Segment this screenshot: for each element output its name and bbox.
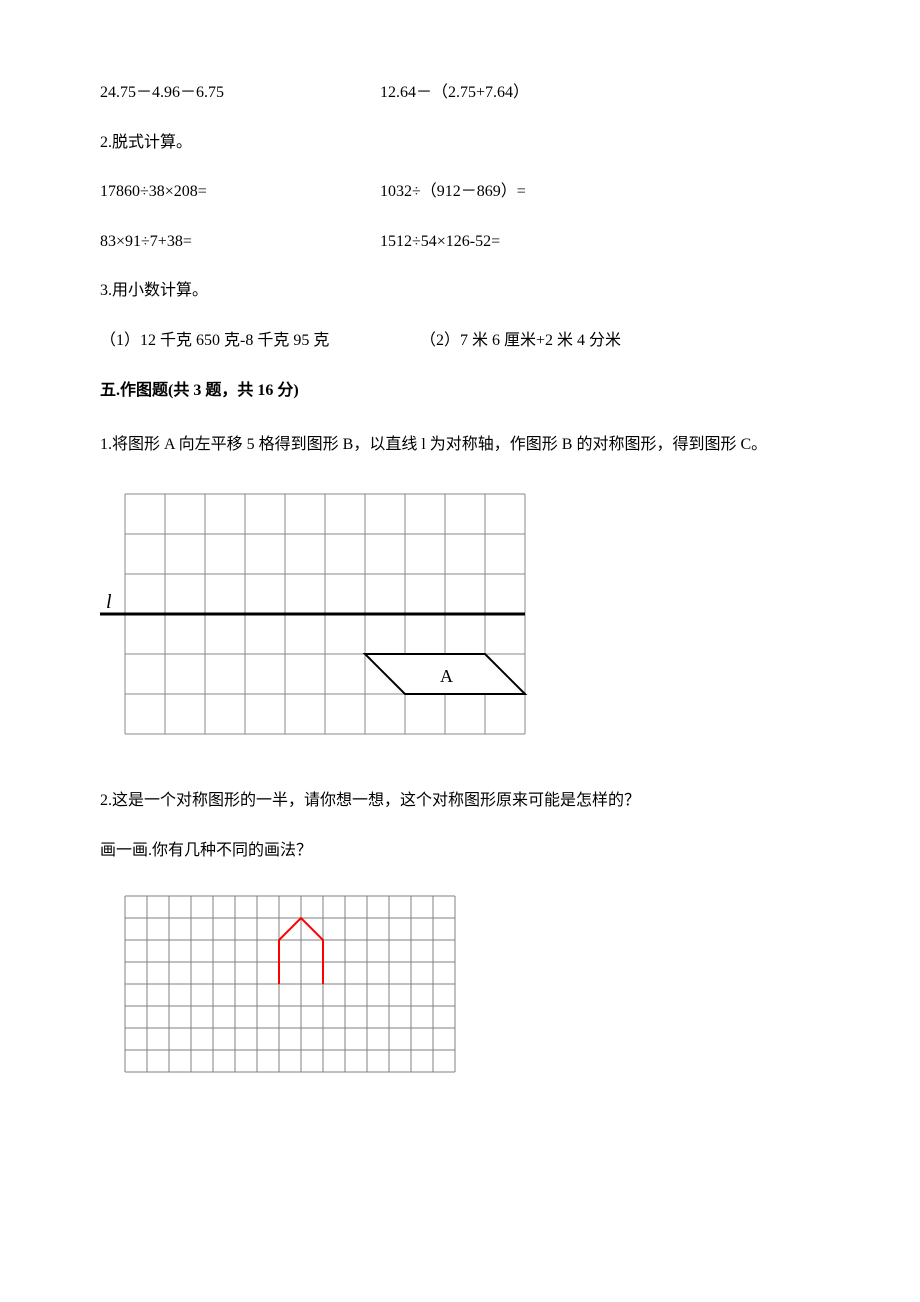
expression-row-2b: 83×91÷7+38= 1512÷54×126-52= <box>100 229 820 255</box>
expression-2b-right: 1512÷54×126-52= <box>380 229 820 255</box>
question-2-text-1: 2.这是一个对称图形的一半，请你想一想，这个对称图形原来可能是怎样的？ <box>100 788 820 814</box>
problem-3-heading: 3.用小数计算。 <box>100 278 820 304</box>
section-5-heading: 五.作图题(共 3 题，共 16 分) <box>100 378 820 404</box>
expression-1-right: 12.64－（2.75+7.64） <box>380 80 820 106</box>
question-2-figure <box>100 894 820 1076</box>
expression-2a-right: 1032÷（912－869）= <box>380 179 820 205</box>
svg-text:A: A <box>440 666 453 686</box>
expression-2b-left: 83×91÷7+38= <box>100 229 380 255</box>
problem-3-subparts: （1）12 千克 650 克-8 千克 95 克 （2）7 米 6 厘米+2 米… <box>100 328 820 354</box>
question-1-text: 1.将图形 A 向左平移 5 格得到图形 B，以直线 l 为对称轴，作图形 B … <box>100 427 820 462</box>
problem-2-heading: 2.脱式计算。 <box>100 130 820 156</box>
question-2-text-2: 画一画.你有几种不同的画法？ <box>100 838 820 864</box>
problem-3-sub1: （1）12 千克 650 克-8 千克 95 克 <box>100 328 420 354</box>
problem-3-sub2: （2）7 米 6 厘米+2 米 4 分米 <box>420 328 820 354</box>
question-1-figure: lA <box>100 492 820 738</box>
grid-diagram-1: lA <box>100 492 529 738</box>
expression-1-left: 24.75－4.96－6.75 <box>100 80 380 106</box>
grid-diagram-2 <box>100 894 459 1076</box>
expression-row-2a: 17860÷38×208= 1032÷（912－869）= <box>100 179 820 205</box>
expression-2a-left: 17860÷38×208= <box>100 179 380 205</box>
expression-row-1: 24.75－4.96－6.75 12.64－（2.75+7.64） <box>100 80 820 106</box>
svg-text:l: l <box>106 591 112 613</box>
